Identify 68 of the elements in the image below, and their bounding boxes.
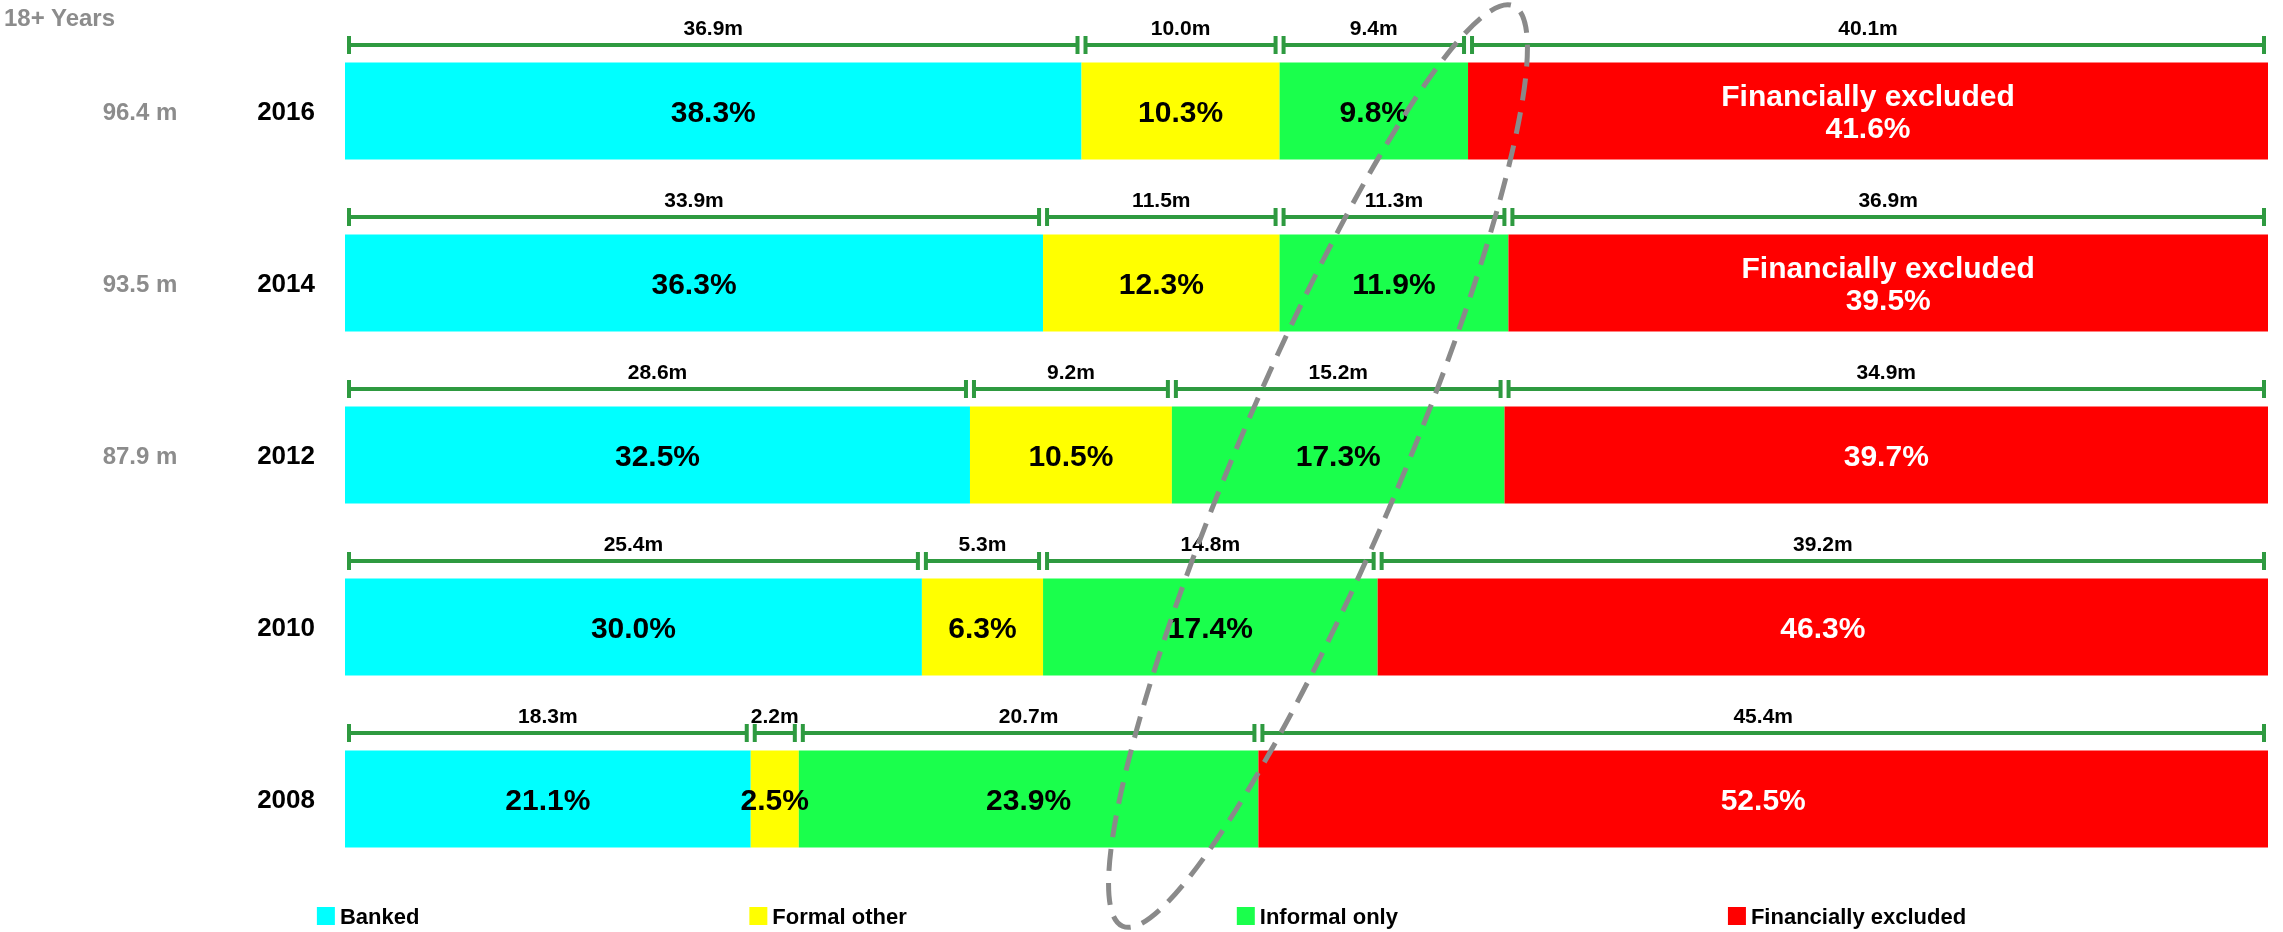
annotation: 2.2m [750,704,799,727]
legend-label: Informal only [1259,903,1399,929]
bar [1377,578,2268,676]
annotation: 25.4m [603,532,664,555]
y-tick-label: 2016 [257,96,315,126]
data-label: 10.3% [1138,94,1224,128]
annotation: 9.4m [1349,16,1398,39]
bar [1279,234,1509,332]
data-label: 30.0% [590,610,676,644]
y-tick-label: 2010 [257,612,315,642]
data-label: Financially excluded 41.6% [1721,78,2015,144]
bar [1043,234,1280,332]
legend-label: Formal other [772,903,908,929]
text: 18+ Years [4,4,116,31]
legend-label: Banked [339,903,420,929]
annotation: 28.6m [627,360,688,383]
data-label: 12.3% [1118,266,1204,300]
annotation: 36.9m [1858,188,1918,211]
annotation: 40.1m [1838,16,1898,39]
bar [345,406,970,504]
text: 87.9 m [102,442,178,469]
annotation: 10.0m [1150,16,1211,39]
bar [969,406,1172,504]
bar [1043,578,1378,676]
data-label: 46.3% [1780,610,1866,644]
data-label: 11.9% [1352,266,1436,300]
annotation: 39.2m [1793,532,1853,555]
data-label: 21.1% [505,782,591,816]
bar [1279,62,1469,160]
annotation: 20.7m [998,704,1059,727]
data-label: 9.8% [1339,94,1408,128]
bar [921,578,1044,676]
y-tick-label: 2008 [257,784,315,814]
annotation: 15.2m [1308,360,1368,383]
bar [345,62,1082,160]
annotation: 11.3m [1364,188,1424,211]
annotation: 18.3m [518,704,578,727]
bar [345,234,1044,332]
bar [1171,406,1505,504]
data-label: 39.7% [1843,438,1929,472]
bar [345,578,922,676]
bar [1258,750,2268,848]
data-label: 52.5% [1720,782,1806,816]
data-label: 17.3% [1295,438,1381,472]
text: 96.4 m [102,98,178,125]
data-label: 36.3% [651,266,737,300]
legend-label: Financially excluded [1750,903,1967,929]
bar [1081,62,1280,160]
annotation: 33.9m [664,188,724,211]
annotation: 11.5m [1132,188,1191,211]
data-label: 38.3% [670,94,756,128]
data-label: 17.4% [1167,610,1253,644]
annotation: 34.9m [1856,360,1917,383]
text: 93.5 m [102,270,178,297]
annotation: 45.4m [1733,704,1793,727]
data-label: 32.5% [614,438,701,472]
y-tick-label: 2012 [257,440,315,470]
annotation: 9.2m [1046,360,1095,383]
data-label: Financially excluded 39.5% [1741,250,2035,316]
annotation: 5.3m [958,532,1007,555]
bar [1504,406,2268,504]
annotation: 36.9m [683,16,744,39]
bar [1468,62,2268,160]
y-tick-label: 2014 [257,268,316,298]
data-label: 6.3% [948,610,1017,644]
data-label: 23.9% [986,782,1072,816]
bar [1508,234,2268,332]
data-label: 10.5% [1028,438,1114,472]
